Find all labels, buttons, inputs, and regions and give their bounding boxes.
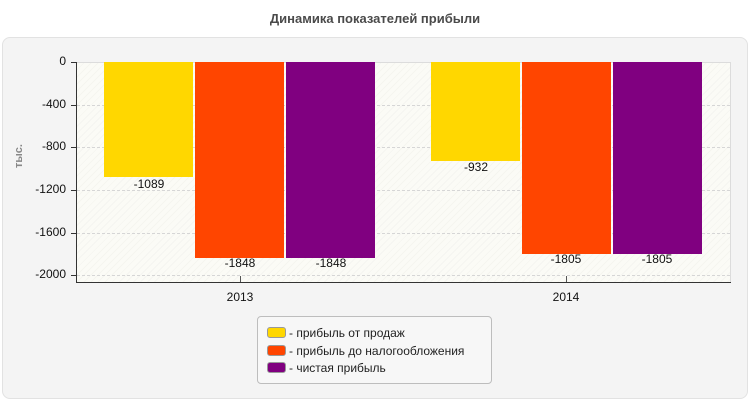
value-label: -1805	[550, 252, 582, 266]
value-label: -1805	[641, 252, 673, 266]
gridline	[77, 233, 730, 234]
y-tick-label: -1200	[35, 182, 66, 196]
bar-2014-net-profit[interactable]	[613, 62, 702, 254]
x-tick-label: 2014	[552, 290, 580, 304]
chart-title: Динамика показателей прибыли	[269, 11, 481, 26]
y-tick-label: -1600	[35, 225, 66, 239]
value-label: -1848	[224, 256, 256, 270]
bar-2014-sales-profit[interactable]	[431, 62, 520, 161]
x-tick-label: 2013	[226, 290, 254, 304]
gridline	[77, 275, 730, 276]
y-tick	[71, 62, 76, 63]
legend-label: - прибыль от продаж	[289, 326, 405, 340]
legend: - прибыль от продаж - прибыль до налогоо…	[257, 316, 492, 384]
legend-label: - чистая прибыль	[289, 361, 386, 375]
y-tick	[71, 147, 76, 148]
legend-label: - прибыль до налогообложения	[289, 344, 465, 358]
bar-2014-pretax-profit[interactable]	[522, 62, 611, 254]
x-tick	[240, 276, 241, 282]
y-tick-label: -2000	[35, 267, 66, 281]
y-axis	[76, 62, 77, 283]
gridline	[77, 190, 730, 191]
y-tick-label: -800	[41, 139, 66, 153]
legend-swatch-icon	[267, 345, 286, 357]
gridline	[77, 147, 730, 148]
y-tick	[71, 233, 76, 234]
y-tick	[71, 275, 76, 276]
y-tick	[71, 190, 76, 191]
gridline	[77, 105, 730, 106]
y-tick	[71, 105, 76, 106]
y-tick-label: 0	[59, 54, 66, 68]
legend-item-net-profit[interactable]: - чистая прибыль	[267, 361, 386, 375]
value-label: -932	[463, 160, 489, 174]
x-axis	[76, 282, 731, 283]
y-axis-title: тыс.	[13, 144, 25, 168]
value-label: -1089	[133, 177, 165, 191]
legend-item-sales-profit[interactable]: - прибыль от продаж	[267, 326, 405, 340]
x-tick	[566, 276, 567, 282]
legend-swatch-icon	[267, 362, 286, 374]
bar-2013-sales-profit[interactable]	[104, 62, 193, 177]
bar-2013-pretax-profit[interactable]	[195, 62, 284, 258]
legend-swatch-icon	[267, 327, 286, 339]
legend-item-pretax-profit[interactable]: - прибыль до налогообложения	[267, 344, 464, 358]
bar-2013-net-profit[interactable]	[286, 62, 375, 258]
y-tick-label: -400	[41, 97, 66, 111]
value-label: -1848	[315, 256, 347, 270]
